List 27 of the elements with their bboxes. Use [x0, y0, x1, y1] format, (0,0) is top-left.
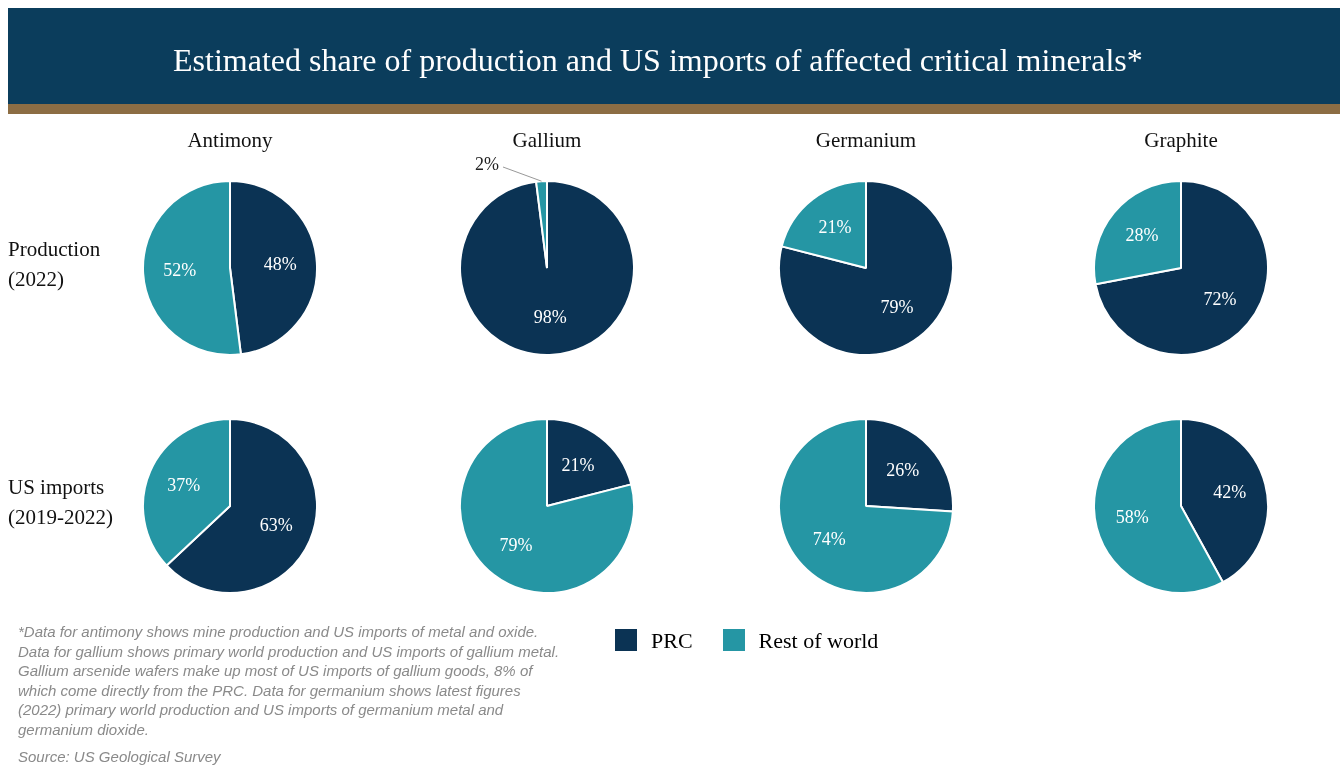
chart-title: Antimony	[186, 128, 274, 153]
source-note: Source: US Geological Survey	[18, 747, 222, 767]
data-label: 74%	[812, 529, 846, 550]
data-label: 52%	[163, 259, 197, 280]
text: US imports (2019-2022)	[8, 474, 114, 531]
data-label: 48%	[263, 253, 297, 274]
data-label: 21%	[818, 216, 852, 237]
data-label: 79%	[880, 296, 914, 317]
data-label: 79%	[499, 534, 533, 555]
chart-title: Germanium	[814, 128, 918, 153]
data-label: 63%	[259, 514, 293, 535]
data-label: 28%	[1125, 224, 1159, 245]
text: Estimated share of production and US imports of affected critical minerals*	[173, 42, 1143, 79]
text: *Data for antimony shows mine production and US imports of metal and oxide. Data for gallium shows primary world production and US imports of gallium metal. Gallium arsenide wafers make up most of US imports of gallium goods, 8% of which come directly from the PRC. Data for germanium shows latest figures (2022) primary world production and US imports of germanium metal and germanium dioxide.	[18, 622, 561, 739]
legend-label: PRC	[651, 628, 693, 653]
legend-label: Rest of world	[758, 628, 879, 653]
data-label: 58%	[1115, 507, 1149, 528]
data-label: 37%	[167, 474, 201, 495]
chart-title: Graphite	[1143, 128, 1219, 153]
data-label: 21%	[561, 454, 595, 475]
data-label: 26%	[886, 460, 920, 481]
data-label: 42%	[1213, 482, 1247, 503]
data-label: 98%	[533, 307, 567, 328]
data-label: 72%	[1203, 288, 1237, 309]
text: Production (2022)	[8, 236, 102, 293]
chart-title: Gallium	[511, 128, 583, 153]
data-label: 2%	[475, 153, 499, 174]
